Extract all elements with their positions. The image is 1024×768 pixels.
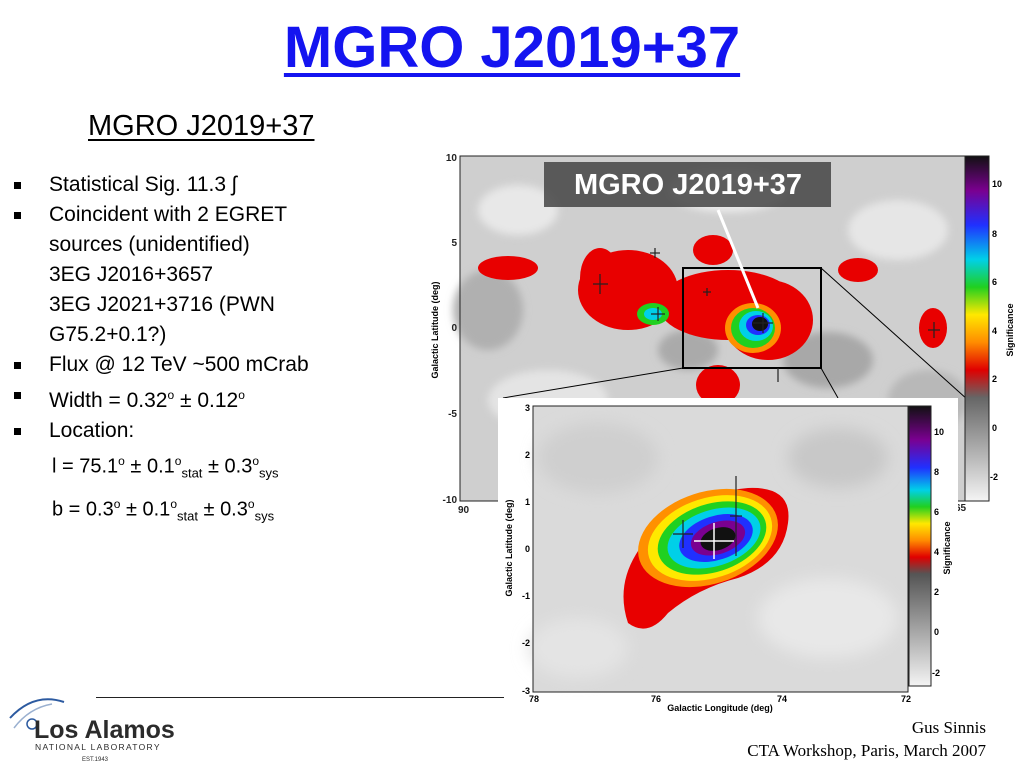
bullet-width: Width = 0.32o ± 0.12o xyxy=(14,380,394,416)
svg-text:8: 8 xyxy=(992,229,997,239)
bullet-flux: Flux @ 12 TeV ~500 mCrab xyxy=(14,350,394,380)
zoom-y-ticks: 3 2 1 0 -1 -2 -3 xyxy=(522,403,530,696)
svg-text:6: 6 xyxy=(992,277,997,287)
bullet-square-icon xyxy=(14,392,21,399)
location-l: l = 75.1o ± 0.1ostat ± 0.3osys xyxy=(52,454,279,481)
svg-text:3: 3 xyxy=(525,403,530,413)
svg-text:4: 4 xyxy=(934,547,939,557)
svg-text:90: 90 xyxy=(458,505,470,516)
svg-text:74: 74 xyxy=(777,694,787,704)
logo-est: EST.1943 xyxy=(82,757,109,763)
zoom-source-markers xyxy=(694,523,734,559)
bullet-list: Statistical Sig. 11.3 ʃ Coincident with … xyxy=(14,170,394,531)
map-y-ticks: 10 5 0 -5 -10 xyxy=(443,153,458,506)
zoom-region-box xyxy=(682,267,822,369)
map-y-label: Galactic Latitude (deg) xyxy=(430,281,440,378)
footer-divider xyxy=(96,697,504,698)
svg-text:5: 5 xyxy=(451,238,457,249)
svg-text:78: 78 xyxy=(529,694,539,704)
logo-sub: NATIONAL LABORATORY xyxy=(35,742,161,752)
svg-text:10: 10 xyxy=(934,427,944,437)
bullet-square-icon xyxy=(14,182,21,189)
source-label-box xyxy=(544,162,831,207)
bullet-coincident-cont: sources (unidentified) xyxy=(49,233,250,256)
svg-text:-2: -2 xyxy=(932,668,940,678)
svg-text:2: 2 xyxy=(525,450,530,460)
logo-name: Los Alamos xyxy=(34,716,174,744)
slide-title: MGRO J2019+37 xyxy=(283,15,741,80)
svg-text:0: 0 xyxy=(992,423,997,433)
colorbar-label-wrap: Significance xyxy=(1005,303,1015,356)
svg-text:10: 10 xyxy=(992,179,1002,189)
svg-text:-2: -2 xyxy=(522,638,530,648)
svg-text:0: 0 xyxy=(451,323,457,334)
svg-text:0: 0 xyxy=(525,544,530,554)
zoom-x-label: Galactic Longitude (deg) xyxy=(667,703,773,713)
svg-text:-10: -10 xyxy=(443,495,458,506)
bullet-significance: Statistical Sig. 11.3 ʃ xyxy=(14,170,394,200)
svg-text:72: 72 xyxy=(901,694,911,704)
significance-map-zoom: 3 2 1 0 -1 -2 -3 Galactic Latitude (deg)… xyxy=(498,398,958,714)
svg-text:0: 0 xyxy=(934,627,939,637)
source-label: MGRO J2019+37 xyxy=(574,169,802,201)
colorbar-ticks: 10 8 6 4 2 0 -2 xyxy=(990,179,1002,482)
pointer-arrow xyxy=(716,209,760,309)
slide-subtitle: MGRO J2019+37 xyxy=(88,110,315,142)
egret-source-1: 3EG J2016+3657 xyxy=(49,263,214,286)
zoom-y-label: Galactic Latitude (deg) xyxy=(504,499,514,596)
zoom-colorbar-label: Significance xyxy=(942,521,952,574)
svg-text:2: 2 xyxy=(934,587,939,597)
zoom-x-ticks: 78 76 74 72 xyxy=(529,694,911,704)
svg-text:4: 4 xyxy=(992,326,997,336)
svg-text:65: 65 xyxy=(955,503,967,514)
svg-text:-5: -5 xyxy=(448,409,457,420)
bullet-location: Location: xyxy=(14,416,394,446)
svg-text:2: 2 xyxy=(992,374,997,384)
svg-text:-2: -2 xyxy=(990,472,998,482)
event-name: CTA Workshop, Paris, March 2007 xyxy=(747,741,986,760)
bullet-square-icon xyxy=(14,362,21,369)
egret-source-2-cont: G75.2+0.1?) xyxy=(49,323,167,346)
svg-text:8: 8 xyxy=(934,467,939,477)
svg-text:76: 76 xyxy=(651,694,661,704)
zoom-colorbar-ticks: 10 8 6 4 2 0 -2 xyxy=(932,427,944,678)
svg-text:-3: -3 xyxy=(522,686,530,696)
zoom-colorbar xyxy=(908,405,932,687)
svg-text:1: 1 xyxy=(525,497,530,507)
colorbar-label: Significance xyxy=(1005,303,1015,356)
sigma-glyph: ʃ xyxy=(231,173,237,196)
svg-text:6: 6 xyxy=(934,507,939,517)
svg-text:10: 10 xyxy=(446,153,458,164)
colorbar xyxy=(964,155,990,502)
los-alamos-logo: Los Alamos NATIONAL LABORATORY EST.1943 xyxy=(9,698,174,763)
footer-credit: Gus Sinnis CTA Workshop, Paris, March 20… xyxy=(747,716,986,762)
bullet-coincident: Coincident with 2 EGRET xyxy=(14,200,394,230)
bullet-square-icon xyxy=(14,428,21,435)
author-name: Gus Sinnis xyxy=(911,718,986,737)
bullet-square-icon xyxy=(14,212,21,219)
svg-text:-1: -1 xyxy=(522,591,530,601)
egret-source-2: 3EG J2021+3716 (PWN xyxy=(49,293,275,316)
zoom-hotspot xyxy=(623,487,789,629)
location-b: b = 0.3o ± 0.1ostat ± 0.3osys xyxy=(52,496,275,524)
map-x-ticks: 90 65 xyxy=(458,503,967,516)
